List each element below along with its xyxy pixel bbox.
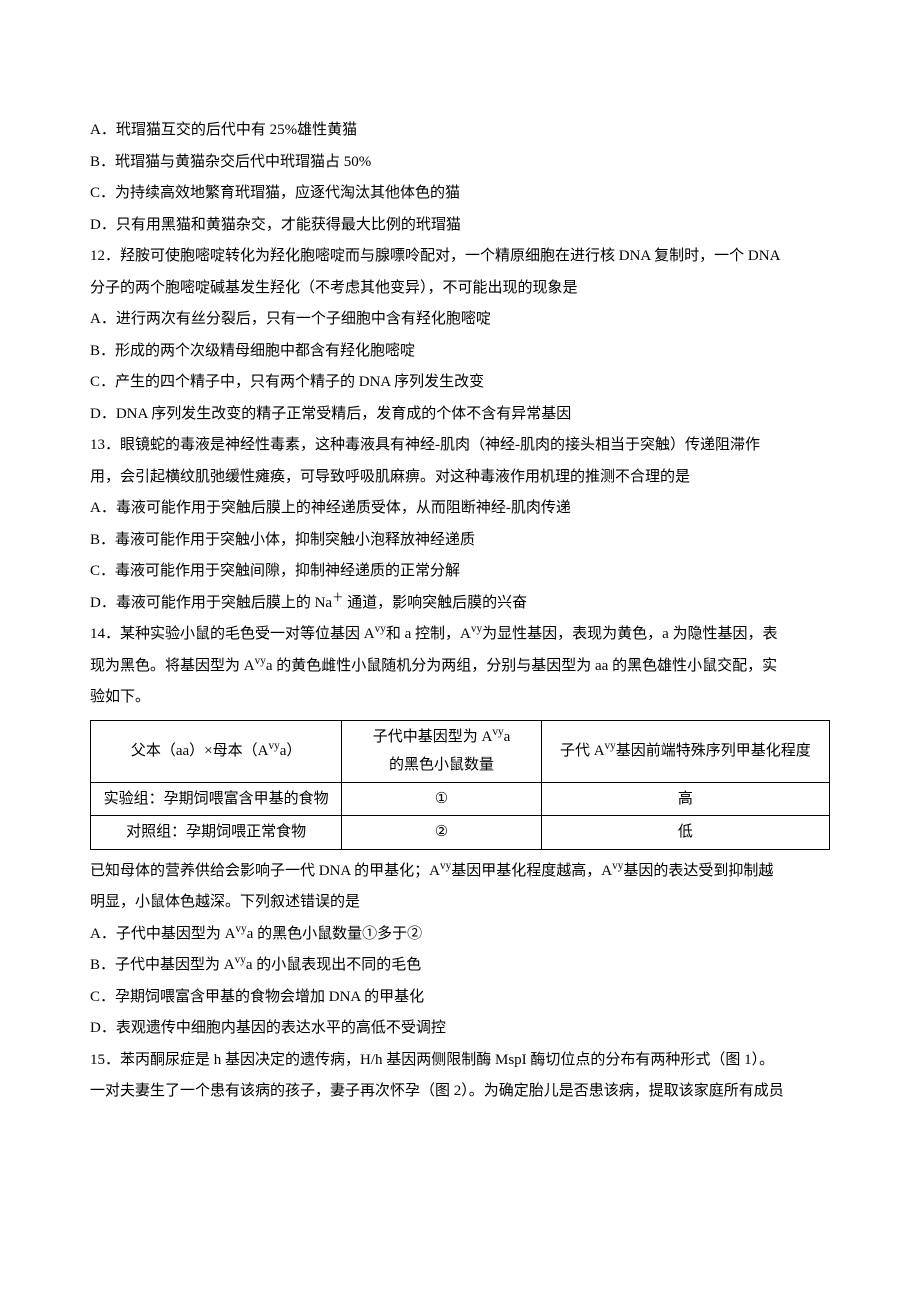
q14-post1-c: 基因的表达受到抑制越 xyxy=(623,863,773,879)
cell-ctrl-group: 对照组：孕期饲喂正常食物 xyxy=(91,816,342,850)
q14-post-line2: 明显，小鼠体色越深。下列叙述错误的是 xyxy=(90,887,830,919)
vy-superscript: vy xyxy=(375,623,386,635)
q15-stem-line1: 15．苯丙酮尿症是 h 基因决定的遗传病，H/h 基因两侧限制酶 MspI 酶切… xyxy=(90,1045,830,1077)
q12-option-d: D．DNA 序列发生改变的精子正常受精后，发育成的个体不含有异常基因 xyxy=(90,399,830,431)
vy-superscript: vy xyxy=(605,740,616,752)
h2a: 子代中基因型为 A xyxy=(373,729,493,745)
cell-exp-group: 实验组：孕期饲喂富含甲基的食物 xyxy=(91,782,342,816)
q14-option-d: D．表观遗传中细胞内基因的表达水平的高低不受调控 xyxy=(90,1013,830,1045)
table-row: 对照组：孕期饲喂正常食物 ② 低 xyxy=(91,816,830,850)
q14-b-b: a 的小鼠表现出不同的毛色 xyxy=(246,957,421,973)
vy-superscript: vy xyxy=(268,740,279,752)
q11-option-a: A．玳瑁猫互交的后代中有 25%雄性黄猫 xyxy=(90,115,830,147)
header-methylation: 子代 Avy基因前端特殊序列甲基化程度 xyxy=(541,720,829,782)
experiment-table: 父本（aa）×母本（Avya） 子代中基因型为 Avya的黑色小鼠数量 子代 A… xyxy=(90,720,830,850)
h3a: 子代 A xyxy=(560,743,605,759)
q13-option-d: D．毒液可能作用于突触后膜上的 Na＋ 通道，影响突触后膜的兴奋 xyxy=(90,588,830,620)
vy-superscript: vy xyxy=(612,860,623,872)
header-cross: 父本（aa）×母本（Avya） xyxy=(91,720,342,782)
q14-b-a: B．子代中基因型为 A xyxy=(90,957,235,973)
q12-option-c: C．产生的四个精子中，只有两个精子的 DNA 序列发生改变 xyxy=(90,367,830,399)
vy-superscript: vy xyxy=(492,726,503,738)
q13-option-b: B．毒液可能作用于突触小体，抑制突触小泡释放神经递质 xyxy=(90,525,830,557)
q14-stem-line1: 14．某种实验小鼠的毛色受一对等位基因 Avy和 a 控制，Avy为显性基因，表… xyxy=(90,619,830,651)
vy-superscript: vy xyxy=(471,623,482,635)
q14-stem1-a: 14．某种实验小鼠的毛色受一对等位基因 A xyxy=(90,626,375,642)
q14-option-b: B．子代中基因型为 Avya 的小鼠表现出不同的毛色 xyxy=(90,950,830,982)
q12-stem-line1: 12．羟胺可使胞嘧啶转化为羟化胞嘧啶而与腺嘌呤配对，一个精原细胞在进行核 DNA… xyxy=(90,241,830,273)
vy-superscript: vy xyxy=(235,923,246,935)
q14-stem1-c: 为显性基因，表现为黄色，a 为隐性基因，表 xyxy=(482,626,777,642)
q12-option-a: A．进行两次有丝分裂后，只有一个子细胞中含有羟化胞嘧啶 xyxy=(90,304,830,336)
q14-stem2-b: a 的黄色雌性小鼠随机分为两组，分别与基因型为 aa 的黑色雄性小鼠交配，实 xyxy=(266,658,777,674)
q12-stem-line2: 分子的两个胞嘧啶碱基发生羟化（不考虑其他变异），不可能出现的现象是 xyxy=(90,273,830,305)
q11-option-d: D．只有用黑猫和黄猫杂交，才能获得最大比例的玳瑁猫 xyxy=(90,210,830,242)
h2b: a xyxy=(504,729,511,745)
cell-exp-methyl: 高 xyxy=(541,782,829,816)
q14-option-c: C．孕期饲喂富含甲基的食物会增加 DNA 的甲基化 xyxy=(90,982,830,1014)
q14-post-line1: 已知母体的营养供给会影响子一代 DNA 的甲基化；Avy基因甲基化程度越高，Av… xyxy=(90,856,830,888)
cell-ctrl-methyl: 低 xyxy=(541,816,829,850)
vy-superscript: vy xyxy=(440,860,451,872)
q13-d-pre: D．毒液可能作用于突触后膜上的 Na xyxy=(90,595,332,611)
table-row: 实验组：孕期饲喂富含甲基的食物 ① 高 xyxy=(91,782,830,816)
q14-stem-line3: 验如下。 xyxy=(90,682,830,714)
h1b: a） xyxy=(280,743,302,759)
q12-option-b: B．形成的两个次级精母细胞中都含有羟化胞嘧啶 xyxy=(90,336,830,368)
q14-stem1-b: 和 a 控制，A xyxy=(386,626,471,642)
q14-a-b: a 的黑色小鼠数量①多于② xyxy=(247,926,422,942)
q11-option-b: B．玳瑁猫与黄猫杂交后代中玳瑁猫占 50% xyxy=(90,147,830,179)
h1a: 父本（aa）×母本（A xyxy=(131,743,269,759)
q14-stem2-a: 现为黑色。将基因型为 A xyxy=(90,658,255,674)
q14-post1-b: 基因甲基化程度越高，A xyxy=(451,863,612,879)
h2l2: 的黑色小鼠数量 xyxy=(389,757,494,773)
q14-a-a: A．子代中基因型为 A xyxy=(90,926,235,942)
vy-superscript: vy xyxy=(255,655,266,667)
q13-d-post: 通道，影响突触后膜的兴奋 xyxy=(343,595,527,611)
q13-stem-line2: 用，会引起横纹肌弛缓性瘫痪，可导致呼吸肌麻痹。对这种毒液作用机理的推测不合理的是 xyxy=(90,462,830,494)
q14-option-a: A．子代中基因型为 Avya 的黑色小鼠数量①多于② xyxy=(90,919,830,951)
header-offspring-count: 子代中基因型为 Avya 的黑色小鼠数量 xyxy=(342,720,542,782)
table-header-row: 父本（aa）×母本（Avya） 子代中基因型为 Avya的黑色小鼠数量 子代 A… xyxy=(91,720,830,782)
plus-superscript: ＋ xyxy=(332,592,343,604)
vy-superscript: vy xyxy=(235,954,246,966)
cell-exp-count: ① xyxy=(342,782,542,816)
cell-ctrl-count: ② xyxy=(342,816,542,850)
q15-stem-line2: 一对夫妻生了一个患有该病的孩子，妻子再次怀孕（图 2）。为确定胎儿是否患该病，提… xyxy=(90,1076,830,1108)
q13-option-c: C．毒液可能作用于突触间隙，抑制神经递质的正常分解 xyxy=(90,556,830,588)
q14-post1-a: 已知母体的营养供给会影响子一代 DNA 的甲基化；A xyxy=(90,863,440,879)
h3b: 基因前端特殊序列甲基化程度 xyxy=(616,743,811,759)
q13-stem-line1: 13．眼镜蛇的毒液是神经性毒素，这种毒液具有神经-肌肉（神经-肌肉的接头相当于突… xyxy=(90,430,830,462)
q11-option-c: C．为持续高效地繁育玳瑁猫，应逐代淘汰其他体色的猫 xyxy=(90,178,830,210)
q13-option-a: A．毒液可能作用于突触后膜上的神经递质受体，从而阻断神经-肌肉传递 xyxy=(90,493,830,525)
q14-stem-line2: 现为黑色。将基因型为 Avya 的黄色雌性小鼠随机分为两组，分别与基因型为 aa… xyxy=(90,651,830,683)
